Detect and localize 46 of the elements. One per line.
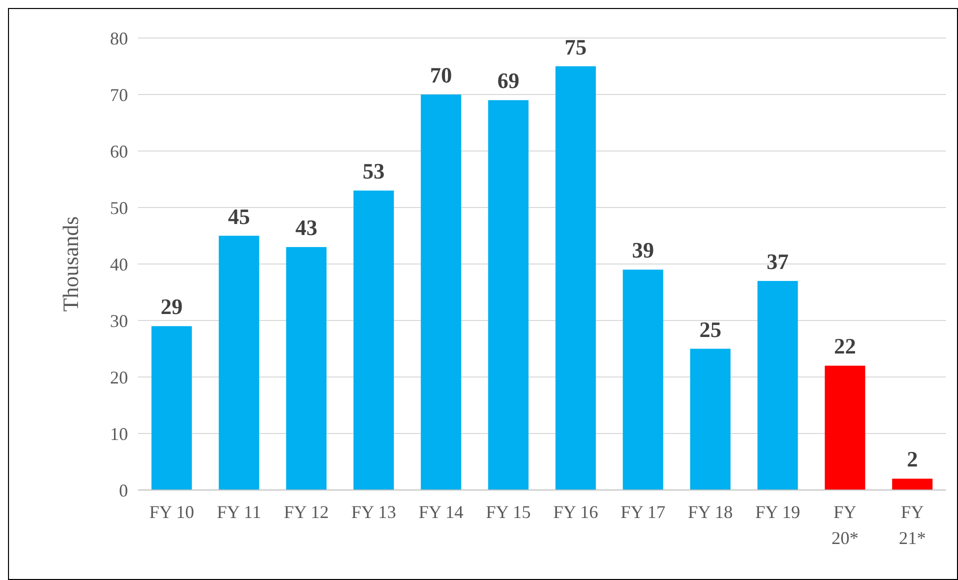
y-tick-label: 50 — [110, 198, 128, 218]
x-tick-label: FY 11 — [216, 502, 262, 522]
y-axis-title: Thousands — [58, 216, 83, 312]
y-tick-label: 80 — [110, 28, 128, 48]
data-label: 2 — [906, 446, 918, 472]
y-tick-label: 30 — [110, 310, 128, 331]
x-tick-label: FY 19 — [755, 502, 800, 522]
bar — [757, 280, 798, 490]
bar — [420, 94, 462, 490]
bar — [892, 478, 933, 490]
bar — [622, 270, 664, 490]
bar — [286, 247, 327, 490]
data-label: 45 — [228, 204, 250, 229]
x-tick-label: FY 10 — [149, 502, 194, 522]
bar — [151, 326, 192, 490]
y-tick-label: 20 — [110, 367, 128, 388]
bar — [555, 66, 596, 490]
bar — [218, 236, 260, 490]
data-label: 53 — [362, 158, 385, 184]
y-tick-label: 10 — [110, 424, 128, 444]
data-label: 69 — [497, 68, 520, 94]
data-label: 39 — [632, 238, 654, 263]
data-label: 37 — [766, 248, 789, 274]
x-tick-label: FY 16 — [553, 502, 598, 522]
y-tick-label: 60 — [110, 141, 128, 162]
x-tick-label: FY 15 — [486, 502, 531, 522]
y-tick-label: 0 — [119, 480, 128, 500]
x-tick-label: FY 18 — [688, 502, 733, 522]
x-tick-label: FY 17 — [620, 502, 666, 522]
y-tick-label: 40 — [110, 254, 128, 274]
bar — [690, 348, 731, 490]
data-label: 43 — [295, 215, 318, 240]
data-label: 70 — [430, 62, 452, 88]
x-tick-label: FY 14 — [418, 502, 464, 522]
data-label: 22 — [834, 334, 856, 359]
x-tick-label: FY 20* — [832, 502, 858, 548]
x-tick-label: FY 13 — [351, 502, 396, 522]
bar — [353, 190, 394, 490]
bar — [488, 100, 529, 490]
data-label: 25 — [699, 316, 722, 342]
x-tick-label: FY 21* — [898, 502, 926, 548]
y-tick-label: 70 — [110, 84, 128, 105]
data-label: 75 — [564, 34, 587, 60]
x-tick-label: FY 12 — [284, 502, 329, 522]
data-label: 29 — [160, 294, 183, 320]
bar — [824, 366, 866, 490]
